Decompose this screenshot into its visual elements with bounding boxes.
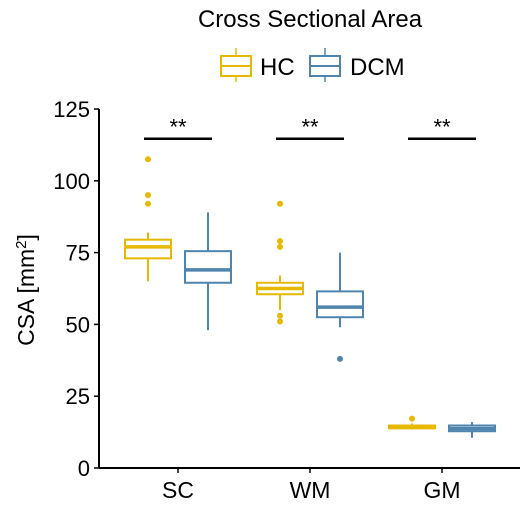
outlier-hc-wm: [277, 200, 283, 207]
outlier-hc-wm: [277, 243, 283, 250]
legend-label-hc: HC: [260, 54, 295, 81]
significance-label-wm: **: [301, 115, 319, 140]
significance-label-gm: **: [433, 115, 451, 140]
y-tick-label: 75: [66, 241, 90, 266]
y-axis-label: CSA [mm2]: [13, 234, 39, 346]
y-tick-label: 100: [53, 169, 90, 194]
y-tick-label: 50: [66, 312, 90, 337]
outlier-hc-sc: [145, 192, 151, 199]
outlier-hc-sc: [145, 200, 151, 207]
outlier-hc-sc: [145, 156, 151, 163]
y-axis-label-text: CSA [mm: [13, 249, 39, 346]
outlier-hc-gm: [409, 415, 415, 422]
outlier-hc-wm: [277, 312, 283, 319]
y-axis-label-close: ]: [13, 234, 39, 240]
y-tick-label: 0: [78, 456, 90, 481]
outlier-dcm-wm: [337, 355, 343, 362]
chart-title: Cross Sectional Area: [198, 6, 423, 33]
y-tick-label: 125: [53, 97, 90, 122]
box-dcm-wm: [316, 290, 364, 319]
box-hc-sc: [124, 238, 172, 260]
x-tick-label: WM: [290, 477, 331, 503]
x-tick-label: GM: [423, 477, 460, 503]
legend-label-dcm: DCM: [350, 54, 405, 81]
significance-label-sc: **: [169, 115, 187, 140]
outlier-hc-wm: [277, 238, 283, 245]
y-axis-label-superscript: 2: [13, 240, 30, 248]
y-tick-label: 25: [66, 384, 90, 409]
legend: HC DCM: [220, 48, 405, 82]
legend-key-hc: [220, 48, 252, 82]
outlier-hc-wm: [277, 318, 283, 325]
x-tick-label: SC: [162, 477, 194, 503]
box-dcm-sc: [184, 250, 232, 284]
legend-key-dcm: [309, 48, 341, 82]
plot-area: 0 25 50 75 100 125 SC WM GM ** ** **: [53, 97, 520, 503]
